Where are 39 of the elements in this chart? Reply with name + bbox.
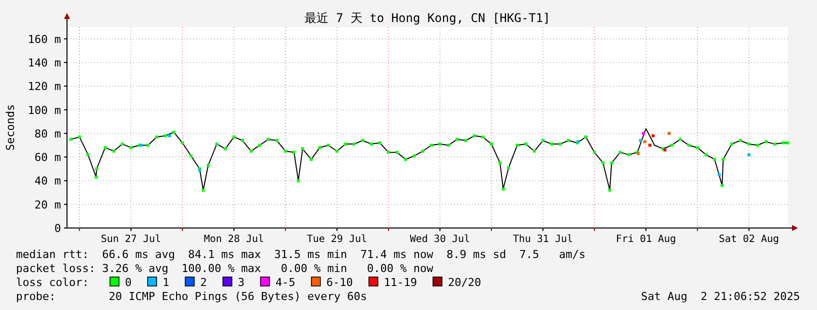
text: Sat Aug 2 21:06:52 2025 <box>641 290 800 303</box>
y-axis-title: Seconds <box>4 104 17 151</box>
y-tick-label: 20 m <box>34 198 62 212</box>
x-tick-label: Wed 30 Jul <box>410 234 470 245</box>
x-tick-label: Sat 02 Aug <box>718 234 780 245</box>
y-tick-label: 140 m <box>28 56 62 70</box>
legend-label: 1 <box>162 276 170 289</box>
y-tick-label: 60 m <box>34 151 62 164</box>
text: probe: 20 ICMP Echo Pings (56 Bytes) every 60s <box>16 290 367 303</box>
text: packet loss: 3.26 % avg 100.00 % max 0.00 % min 0.00 % now <box>16 262 434 275</box>
legend-label: 4-5 <box>276 276 296 289</box>
x-tick-label: Sun 27 Jul <box>100 234 162 245</box>
legend-label: 2 <box>200 276 207 289</box>
legend-label: 6-10 <box>326 276 353 289</box>
point <box>718 173 721 176</box>
y-tick-label: 40 m <box>34 174 62 188</box>
point <box>648 144 652 147</box>
x-tick-label: Mon 28 Jul <box>204 234 264 245</box>
y-tick-label: 160 m <box>28 32 62 46</box>
point <box>668 132 671 135</box>
legend-label: 11-19 <box>384 276 417 289</box>
y-tick-label: 0 <box>54 222 61 235</box>
x-tick-label: Thu 31 Jul <box>512 234 574 245</box>
text: median rtt: 66.6 ms avg 84.1 ms max 31.5 ms min 71.4 ms now 8.9 ms sd 7.5 am/s <box>16 248 586 261</box>
legend-label: 0 <box>125 276 132 289</box>
point <box>652 134 655 138</box>
x-tick-label: Tue 29 Jul <box>306 234 368 245</box>
point <box>639 139 642 142</box>
y-tick-label: 80 m <box>34 127 62 140</box>
legend-label: 20/20 <box>448 276 482 289</box>
point <box>747 153 750 156</box>
legend-label: 3 <box>238 276 244 289</box>
chart-title: 最近 7 天 to Hong Kong, CN [HKG-T1] <box>304 11 550 25</box>
point <box>168 134 172 138</box>
y-tick-label: 120 m <box>28 80 62 94</box>
y-tick-label: 100 m <box>28 104 62 117</box>
legend-title: loss color: <box>16 276 89 289</box>
x-tick-label: Fri 01 Aug <box>616 234 676 245</box>
point <box>643 140 646 144</box>
